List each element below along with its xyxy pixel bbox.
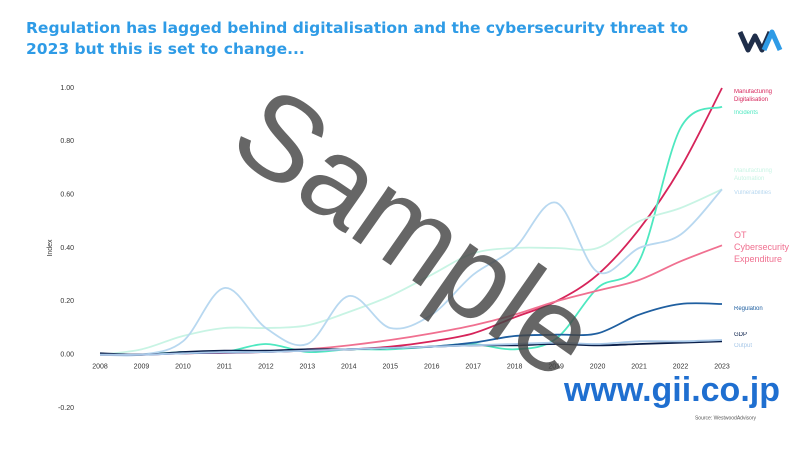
x-tick-label: 2015 — [382, 364, 398, 371]
legend-entry-box: Manufacturing Automation — [734, 168, 773, 182]
y-tick-label: 0.80 — [60, 138, 74, 145]
x-tick-label: 2021 — [631, 364, 647, 371]
watermark-site: www.gii.co.jp — [563, 371, 780, 409]
series-line — [99, 188, 723, 357]
chart-title: Regulation has lagged behind digitalisat… — [26, 19, 689, 58]
x-tick-label: 2018 — [507, 364, 523, 371]
legend-entry: Output — [734, 343, 753, 349]
legend-entry-box: Incidents — [734, 110, 759, 116]
series-line — [99, 188, 723, 356]
legend-entry-box: Manufacturing Digitalisation — [734, 89, 773, 103]
title-box: Regulation has lagged behind digitalisat… — [26, 19, 689, 58]
x-tick-label: 2011 — [217, 364, 232, 371]
legend-entry-box: Vulnerabilities — [734, 190, 772, 196]
x-tick-label: 2014 — [341, 364, 357, 371]
legend-entry-box: Regulation — [734, 306, 763, 312]
x-tick-label: 2020 — [590, 364, 606, 371]
x-tick-label: 2008 — [92, 364, 108, 371]
legend-entry-box: Output — [734, 343, 753, 349]
legend-entry: Manufacturing Digitalisation — [734, 89, 773, 103]
legend-entry: Regulation — [734, 306, 763, 312]
y-tick-label: 1.00 — [60, 85, 74, 92]
x-tick-label: 2017 — [465, 364, 481, 371]
legend-entry-box: GDP — [734, 332, 748, 338]
x-tick-label: 2023 — [714, 364, 730, 371]
legend-entry: Incidents — [734, 110, 759, 116]
x-tick-label: 2022 — [673, 364, 689, 371]
y-tick-label: 0.40 — [60, 245, 74, 252]
y-axis-label: Index — [47, 239, 54, 257]
series-line — [99, 339, 723, 356]
x-tick-label: 2016 — [424, 364, 440, 371]
logo — [737, 29, 783, 53]
x-tick-label: 2013 — [300, 364, 316, 371]
x-tick-label: 2019 — [548, 364, 564, 371]
legend-entry: Vulnerabilities — [734, 190, 772, 196]
x-tick-label: 2009 — [134, 364, 150, 371]
source: Source: WestwoodAdvisory — [695, 415, 757, 421]
x-tick-label: 2012 — [258, 364, 274, 371]
y-tick-label: 0.20 — [60, 298, 74, 305]
legend-entry: GDP — [734, 332, 748, 338]
legend-entry: OT Cybersecurity Expenditure — [734, 230, 790, 264]
legend-entry: Manufacturing Automation — [734, 168, 773, 182]
y-tick-label: 0.60 — [60, 192, 74, 199]
x-tick-label: 2010 — [175, 364, 191, 371]
legend-entry-box: OT Cybersecurity Expenditure — [734, 230, 790, 264]
y-tick-label: 0.00 — [60, 352, 74, 359]
y-tick-label: -0.20 — [58, 405, 74, 412]
